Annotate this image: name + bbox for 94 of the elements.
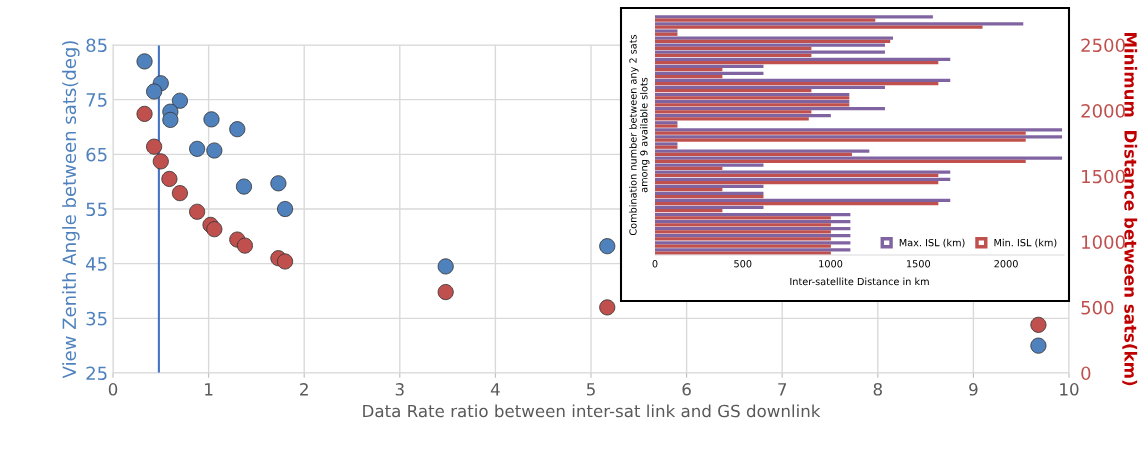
legend-label: Max. ISL (km) <box>899 238 965 248</box>
bar <box>655 198 951 203</box>
y-axis-title: View Zenith Angle between sats(deg) <box>62 41 80 379</box>
bar <box>655 43 885 47</box>
bar <box>655 248 851 252</box>
bar <box>655 138 1026 142</box>
legend-label: Min. ISL (km) <box>994 238 1057 248</box>
y-tick-label: 85 <box>86 38 107 53</box>
bar <box>655 75 723 79</box>
bar <box>655 78 951 83</box>
bar <box>655 149 870 153</box>
bar <box>655 25 983 29</box>
y2-tick-label: 2500 <box>1081 38 1125 53</box>
bar <box>655 85 885 90</box>
bar <box>655 117 809 121</box>
bar <box>655 205 764 210</box>
bar <box>655 60 939 65</box>
x-axis-title: Data Rate ratio between inter-sat link and GS downlink <box>363 404 821 418</box>
x-tick-label: 10 <box>1060 383 1079 396</box>
x-tick-label: 9 <box>969 383 978 396</box>
x-tick-label: 500 <box>734 260 752 268</box>
x-tick-label: 3 <box>395 383 404 396</box>
bar <box>655 251 831 255</box>
y-tick-label: 25 <box>86 366 107 381</box>
bar <box>655 110 812 114</box>
bar <box>655 107 885 111</box>
bar <box>655 166 723 171</box>
bar <box>655 209 723 213</box>
bar <box>655 114 831 118</box>
x-tick-label: 5 <box>586 383 595 396</box>
bar <box>655 216 831 220</box>
x-tick-label: 2 <box>300 383 308 396</box>
x-tick-label: 4 <box>490 383 500 396</box>
x-tick-label: 0 <box>108 383 118 396</box>
x-tick-label: 0 <box>652 260 658 268</box>
y-tick-label: 45 <box>86 257 107 271</box>
bar <box>655 89 812 93</box>
y-axis-title: Combination number between any 2 sats among 9 available slots <box>629 34 650 236</box>
bar <box>655 18 876 22</box>
bar <box>655 163 764 167</box>
bar <box>655 184 764 188</box>
bar <box>655 177 951 181</box>
bar <box>655 227 851 231</box>
bar <box>655 64 764 68</box>
bar <box>655 230 831 234</box>
bar <box>655 99 850 104</box>
bar <box>655 156 1063 160</box>
bar <box>655 159 1026 163</box>
bar <box>655 92 850 97</box>
bar <box>655 82 939 86</box>
x-tick-label: 1000 <box>819 260 843 268</box>
y-tick-label: 35 <box>86 311 107 326</box>
bar <box>655 234 851 238</box>
x-tick-label: 6 <box>682 383 691 396</box>
bar <box>655 223 831 227</box>
bar <box>655 180 939 185</box>
bar <box>655 202 939 206</box>
bar <box>655 131 1026 135</box>
bar <box>655 15 933 19</box>
x-tick-label: 8 <box>873 383 882 396</box>
bar <box>655 135 1063 139</box>
y2-tick-label: 0 <box>1081 366 1091 381</box>
bar <box>655 46 812 51</box>
x-tick-label: 7 <box>778 383 787 396</box>
y2-tick-label: 1000 <box>1082 235 1125 249</box>
y2-tick-label: 500 <box>1081 300 1114 315</box>
bar <box>655 96 850 100</box>
bar <box>655 57 951 61</box>
bar <box>655 219 851 224</box>
y-tick-label: 75 <box>86 93 107 107</box>
bar <box>655 187 723 192</box>
bar <box>655 53 812 58</box>
bar <box>655 173 939 178</box>
y2-tick-label: 2000 <box>1081 104 1125 118</box>
bar <box>655 50 885 54</box>
x-axis-title: Inter-satellite Distance in km <box>790 277 929 286</box>
x-tick-label: 1500 <box>907 260 931 268</box>
bar <box>655 241 851 245</box>
y2-tick-label: 1500 <box>1082 169 1125 184</box>
x-tick-label: 2000 <box>994 260 1018 268</box>
bar <box>655 152 852 156</box>
bar <box>655 128 1063 132</box>
x-tick-label: 1 <box>205 383 213 396</box>
bar <box>655 191 764 195</box>
bar <box>655 67 723 72</box>
y-tick-label: 65 <box>86 147 107 162</box>
bar <box>655 22 1024 26</box>
y-tick-label: 55 <box>86 202 107 217</box>
bar <box>655 237 831 241</box>
bar <box>655 71 764 75</box>
bar <box>655 244 831 248</box>
bar <box>655 195 764 199</box>
bar <box>655 170 951 174</box>
bar <box>655 212 851 217</box>
